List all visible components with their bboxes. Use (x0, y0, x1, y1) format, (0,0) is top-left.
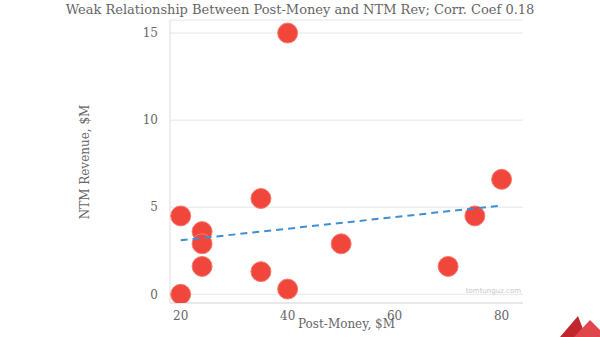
html-text:NTM Revenue, $M: NTM Revenue, $M (78, 104, 92, 219)
html-text:Post-Money, $M: Post-Money, $M (298, 317, 395, 331)
html-text:tomtunguz.com: tomtunguz.com (465, 287, 521, 295)
svg-text:0: 0 (150, 288, 158, 302)
html-text:Weak Relationship Between Post: Weak Relationship Between Post-Money and… (65, 2, 535, 17)
svg-text:5: 5 (150, 200, 158, 214)
svg-text:10: 10 (143, 113, 158, 127)
svg-text:15: 15 (143, 26, 158, 40)
svg-text:20: 20 (173, 309, 188, 323)
svg-text:80: 80 (494, 309, 509, 323)
svg-text:40: 40 (280, 309, 295, 323)
svg-text:60: 60 (387, 308, 403, 323)
